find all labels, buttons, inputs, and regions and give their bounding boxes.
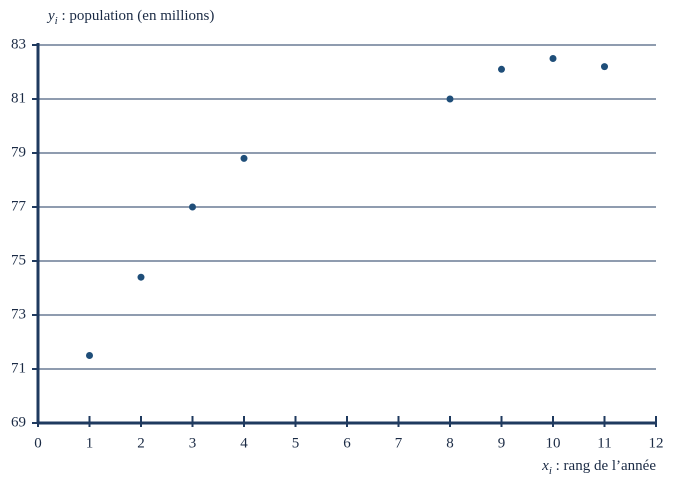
- x-label-text: : rang de l’année: [552, 458, 656, 474]
- x-label-var: x: [541, 458, 549, 474]
- point: [601, 63, 608, 71]
- y-tick-label: 73: [11, 306, 26, 322]
- x-label-sub: i: [549, 465, 552, 477]
- y-tick-label: 75: [11, 252, 26, 268]
- x-tick-label: 11: [597, 435, 611, 451]
- y-axis-label: yi : population (en millions): [46, 8, 214, 26]
- y-label-sub: i: [55, 15, 58, 27]
- x-tick-label: 2: [137, 435, 145, 451]
- x-tick-label: 6: [343, 435, 351, 451]
- x-tick-label: 7: [395, 435, 403, 451]
- x-tick-label: 4: [240, 435, 248, 451]
- x-tick-label: 12: [649, 435, 664, 451]
- point: [446, 95, 454, 103]
- x-tick-label: 9: [498, 435, 506, 451]
- y-tick-label: 77: [11, 198, 27, 214]
- point: [137, 273, 145, 281]
- point: [86, 352, 93, 359]
- y-tick-label: 71: [11, 360, 26, 376]
- y-tick-label: 69: [11, 414, 26, 430]
- point: [549, 55, 557, 62]
- x-tick-label: 1: [86, 435, 94, 451]
- y-tick-label: 81: [11, 90, 26, 106]
- x-tick-label: 3: [189, 435, 197, 451]
- x-axis-label: xi : rang de l’année: [541, 458, 656, 476]
- y-label-var: y: [46, 8, 55, 24]
- y-label-text: : population (en millions): [58, 8, 215, 24]
- point: [189, 203, 196, 211]
- x-tick-label: 10: [546, 435, 561, 451]
- x-tick-label: 5: [292, 435, 300, 451]
- point: [498, 65, 505, 73]
- y-tick-label: 79: [11, 144, 26, 160]
- x-tick-label: 0: [34, 435, 42, 451]
- y-tick-label: 83: [11, 36, 26, 52]
- point: [240, 154, 248, 162]
- x-tick-label: 8: [446, 435, 454, 451]
